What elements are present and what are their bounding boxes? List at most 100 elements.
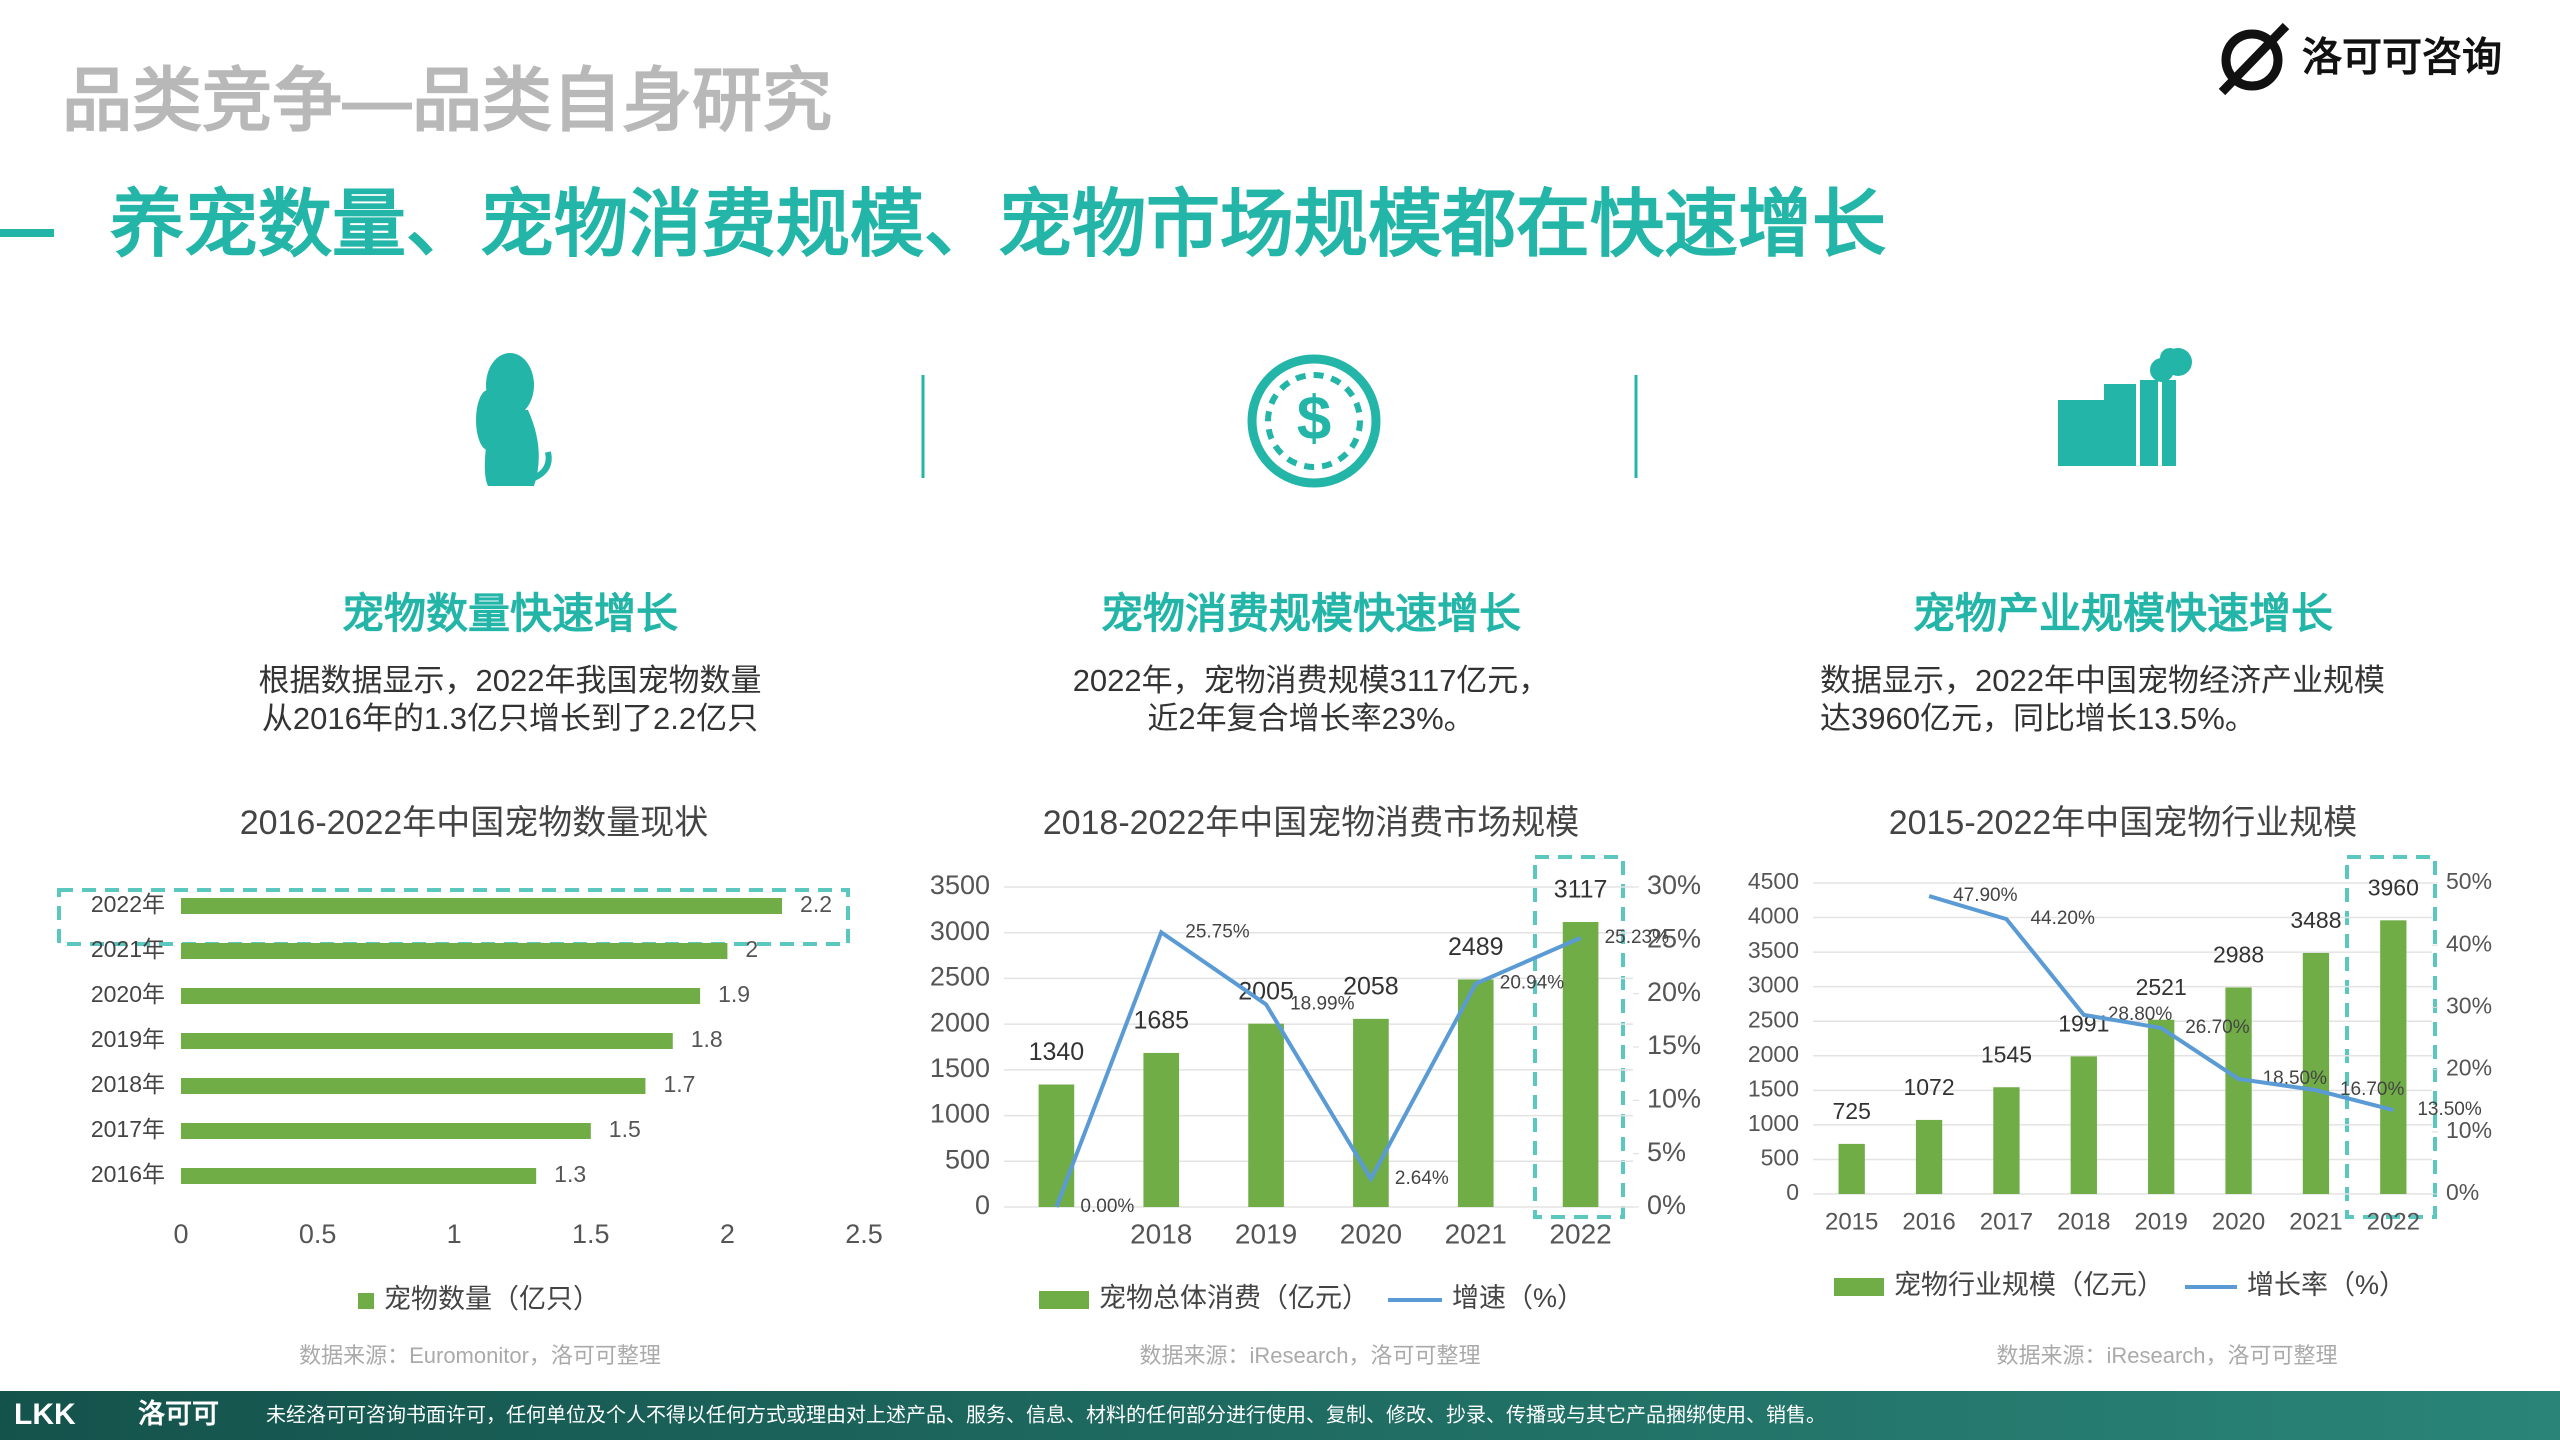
legend-label: 宠物行业规模（亿元） (1894, 1270, 2164, 1300)
bar (2380, 920, 2407, 1194)
y2-tick-label: 20% (1647, 977, 1701, 1007)
coin-icon: $ (1247, 354, 1381, 488)
line (1928, 894, 2394, 1112)
x-tick-label: 2020 (2212, 1208, 2265, 1235)
chart-title: 2018-2022年中国宠物消费市场规模 (1043, 804, 1580, 842)
line-value-label: 18.99% (1290, 993, 1355, 1014)
y-tick-label: 3000 (1748, 972, 1799, 998)
y-tick-label: 1500 (930, 1053, 990, 1083)
logo-text: 洛可可咨询 (2302, 36, 2502, 80)
value-label: 1.8 (691, 1026, 723, 1052)
x-tick-label: 1.5 (572, 1219, 610, 1249)
panel-desc: 达3960亿元，同比增长13.5%。 (1820, 701, 2256, 736)
panel-heading: 宠物消费规模快速增长 (1101, 590, 1521, 637)
y-tick-label: 500 (1761, 1145, 1799, 1171)
x-tick-label: 2015 (1825, 1208, 1878, 1235)
panel-desc: 2022年，宠物消费规模3117亿元， (1073, 663, 1550, 698)
line-value-label: 13.50% (2417, 1099, 2482, 1120)
bar (1143, 1052, 1180, 1207)
y-tick-label: 2500 (1748, 1006, 1799, 1032)
value-label: 2058 (1343, 972, 1399, 1000)
value-label: 1340 (1029, 1038, 1085, 1066)
x-tick-label: 2022 (1549, 1218, 1611, 1249)
chart-title: 2016-2022年中国宠物数量现状 (240, 804, 709, 842)
y2-tick-label: 0% (2446, 1179, 2479, 1205)
y2-tick-label: 10% (2446, 1117, 2492, 1143)
value-label: 1.5 (609, 1116, 641, 1142)
bar (181, 988, 701, 1004)
bar (2070, 1056, 2097, 1194)
y-tick-label: 1000 (1748, 1110, 1799, 1136)
line-value-label: 47.90% (1953, 885, 2018, 906)
accent-dash (0, 229, 54, 237)
y-tick-label: 2019年 (91, 1026, 165, 1052)
bar (1562, 922, 1599, 1207)
panel-desc: 数据显示，2022年中国宠物经济产业规模 (1820, 663, 2385, 698)
logo-icon (2218, 22, 2290, 96)
y2-tick-label: 40% (2446, 930, 2492, 956)
source-note: 数据来源：iResearch，洛可可整理 (1139, 1343, 1480, 1368)
source-note: 数据来源：Euromonitor，洛可可整理 (299, 1343, 661, 1368)
y-tick-label: 0 (975, 1190, 990, 1220)
bar (2148, 1019, 2175, 1194)
value-label: 3117 (1554, 876, 1608, 904)
x-tick-label: 2016 (1902, 1208, 1955, 1235)
y-tick-label: 3500 (930, 870, 990, 900)
y-tick-label: 1500 (1748, 1075, 1799, 1101)
x-tick-label: 2 (720, 1219, 735, 1249)
value-label: 1072 (1903, 1074, 1954, 1100)
legend-label: 宠物数量（亿只） (384, 1284, 600, 1314)
value-label: 2.2 (800, 891, 832, 917)
subtitle: 养宠数量、宠物消费规模、宠物市场规模都在快速增长 (110, 183, 1886, 266)
legend-label: 宠物总体消费（亿元） (1099, 1283, 1369, 1313)
y-tick-label: 2000 (930, 1007, 990, 1037)
page-title: 品类竞争—品类自身研究 (62, 61, 832, 139)
y2-tick-label: 25% (1647, 923, 1701, 953)
dog-icon (476, 353, 552, 486)
x-tick-label: 2021 (2289, 1208, 2342, 1235)
highlight-box (1533, 855, 1625, 1219)
x-tick-label: 2019 (2134, 1208, 2187, 1235)
line-value-label: 20.94% (1500, 973, 1565, 994)
y2-tick-label: 50% (2446, 868, 2492, 894)
value-label: 3960 (2368, 874, 2419, 900)
bar (181, 1168, 537, 1184)
y-tick-label: 2017年 (91, 1116, 165, 1142)
x-tick-label: 2019 (1235, 1218, 1297, 1249)
value-label: 1.3 (554, 1161, 586, 1187)
legend-label: 增长率（%） (2247, 1270, 2406, 1300)
footer-notice: 未经洛可可咨询书面许可，任何单位及个人不得以任何方式或理由对上述产品、服务、信息… (266, 1403, 1826, 1426)
line-value-label: 0.00% (1080, 1196, 1134, 1217)
y-tick-label: 2021年 (91, 936, 165, 962)
highlight-box (57, 888, 850, 946)
y-tick-label: 0 (1786, 1179, 1799, 1205)
y2-tick-label: 20% (2446, 1055, 2492, 1081)
bar (181, 898, 783, 914)
factory-icon (2058, 348, 2192, 466)
value-label: 2 (745, 936, 758, 962)
bar (1915, 1119, 1943, 1194)
chart-title: 2015-2022年中国宠物行业规模 (1889, 804, 2358, 842)
panel-desc: 从2016年的1.3亿只增长到了2.2亿只 (262, 701, 758, 736)
x-tick-label: 1 (447, 1219, 462, 1249)
bar (181, 943, 728, 959)
bar (1248, 1023, 1284, 1207)
source-note: 数据来源：iResearch，洛可可整理 (1996, 1343, 2337, 1368)
panel-heading: 宠物产业规模快速增长 (1913, 590, 2333, 637)
y-tick-label: 3500 (1748, 937, 1799, 963)
value-label: 2489 (1448, 933, 1504, 961)
highlight-box (2345, 855, 2437, 1219)
bar (181, 1078, 646, 1094)
panel-desc: 近2年复合增长率23%。 (1147, 701, 1474, 736)
y-tick-label: 3000 (930, 916, 990, 946)
line-value-label: 44.20% (2030, 908, 2095, 929)
x-tick-label: 2022 (2367, 1208, 2420, 1235)
y2-tick-label: 5% (1647, 1137, 1686, 1167)
y-tick-label: 2022年 (91, 891, 165, 917)
bar (181, 1123, 591, 1139)
y2-tick-label: 30% (2446, 992, 2492, 1018)
y-tick-label: 2020年 (91, 981, 165, 1007)
y-tick-label: 2018年 (91, 1071, 165, 1097)
